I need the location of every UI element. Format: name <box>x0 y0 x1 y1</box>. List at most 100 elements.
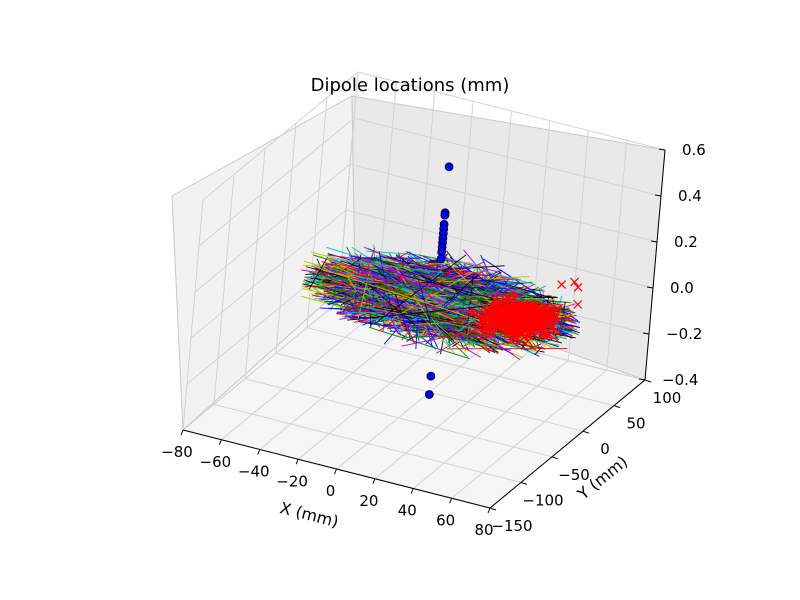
x-marker <box>485 310 495 320</box>
x-tick-label: 60 <box>436 511 455 529</box>
x-marker <box>509 320 519 330</box>
y-tick-label: 100 <box>653 389 682 407</box>
x-marker <box>492 301 502 311</box>
gridlines <box>182 71 666 509</box>
x-tick-label: 40 <box>398 502 417 520</box>
z-tick <box>638 378 646 381</box>
y-tick <box>644 379 652 383</box>
mesh-segment <box>335 258 444 274</box>
x-marker <box>524 323 533 332</box>
mesh-segment <box>356 247 376 301</box>
mesh-segment <box>467 294 473 306</box>
x-tick <box>487 507 491 514</box>
x-marker <box>520 332 530 342</box>
x-tick <box>295 459 299 465</box>
mesh-segment <box>388 266 521 361</box>
x-marker <box>563 313 572 323</box>
y-tick <box>551 456 559 460</box>
x-tick-label: −20 <box>276 472 308 490</box>
x-marker <box>553 326 563 336</box>
mesh-segment <box>380 255 517 288</box>
gridline <box>194 163 658 293</box>
chart-title: Dipole locations (mm) <box>311 75 510 96</box>
mesh-segment <box>374 271 425 306</box>
y-axis-line <box>489 379 646 509</box>
x-marker <box>537 321 546 330</box>
z-tick-label: 0.6 <box>682 141 706 159</box>
mesh-segment <box>326 256 381 328</box>
circle-marker <box>436 254 446 264</box>
y-tick-label: 0 <box>600 440 610 458</box>
mesh-segment <box>370 257 526 301</box>
x-marker <box>522 309 532 319</box>
x-marker <box>496 316 506 326</box>
mesh-segment <box>319 276 325 283</box>
mesh-segment <box>417 278 432 324</box>
mesh-segment <box>401 329 483 347</box>
mesh-segment <box>477 338 546 341</box>
y-tick <box>520 481 528 485</box>
mesh-segment <box>444 291 462 308</box>
x-marker <box>525 309 535 319</box>
mesh-segment <box>451 262 536 285</box>
x-marker <box>512 334 522 344</box>
x-marker <box>493 314 503 324</box>
y-tick <box>582 430 590 434</box>
x-tick <box>372 478 376 484</box>
x-marker <box>518 319 528 329</box>
y-tick-label: −100 <box>522 491 563 509</box>
x-tick <box>449 498 453 504</box>
mesh-segment <box>395 263 519 280</box>
x-tick <box>334 468 337 475</box>
z-tick-label: 0.4 <box>678 187 702 205</box>
mesh-segment <box>360 256 452 298</box>
gridline <box>190 209 654 339</box>
x-marker <box>573 282 583 292</box>
mesh-segment <box>374 264 427 300</box>
mesh-segment <box>308 258 328 290</box>
x-tick <box>257 449 261 455</box>
x-marker <box>573 299 583 309</box>
circle-marker <box>444 162 454 172</box>
mesh-segment <box>325 263 478 276</box>
z-tick <box>654 194 662 197</box>
mesh-segment <box>457 339 500 348</box>
y-tick <box>613 405 621 409</box>
z-tick <box>646 286 654 289</box>
x-marker <box>528 328 538 338</box>
y-tick-label: 50 <box>626 415 645 433</box>
mesh-segment <box>342 280 364 297</box>
mesh-segment <box>346 275 358 293</box>
circle-marker <box>426 371 436 381</box>
z-tick <box>650 240 658 243</box>
y-tick <box>489 507 497 511</box>
x-marker <box>557 280 567 289</box>
gridline <box>202 71 666 201</box>
x-marker <box>467 309 477 318</box>
x-marker <box>516 328 525 338</box>
x-marker <box>507 295 517 305</box>
z-axis-line <box>644 149 666 381</box>
z-tick-label: 0.0 <box>670 279 694 297</box>
mesh-segment <box>368 284 425 321</box>
z-tick-label: 0.2 <box>674 233 698 251</box>
x-marker <box>549 306 559 316</box>
x-tick-label: 0 <box>326 482 336 500</box>
x-marker <box>523 336 533 346</box>
x-marker <box>477 316 486 326</box>
y-tick-label: −50 <box>558 466 590 484</box>
x-marker <box>487 305 496 315</box>
mesh-segment <box>356 272 370 325</box>
mesh-segment <box>324 296 413 325</box>
mesh-segment <box>447 286 473 344</box>
z-tick-label: −0.4 <box>662 371 698 389</box>
mesh-segment <box>446 258 478 266</box>
circle-marker <box>424 390 434 399</box>
tick-marks <box>180 148 666 514</box>
x-tick-label: −40 <box>238 463 270 481</box>
mesh-segment <box>495 282 549 305</box>
x-tick-label: 20 <box>359 492 378 510</box>
x-marker <box>508 311 518 321</box>
x-marker <box>479 328 488 338</box>
z-tick-label: −0.2 <box>666 325 702 343</box>
